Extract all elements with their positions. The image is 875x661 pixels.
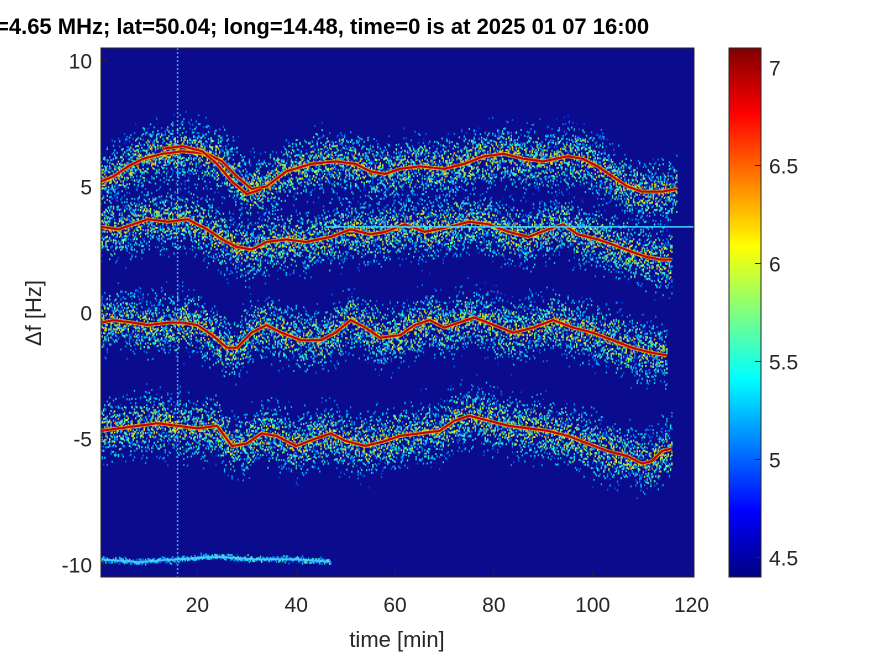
colorbar-tick-label: 4.5 [769,547,798,570]
x-tick-label: 120 [674,594,709,617]
y-tick-label: -10 [62,554,92,577]
y-tick-label: 10 [69,51,92,74]
x-tick-label: 60 [383,594,406,617]
x-axis-label: time [min] [349,627,444,652]
colorbar [729,48,761,577]
x-tick-label: 40 [285,594,308,617]
x-tick-label: 80 [482,594,505,617]
chart-title: =4.65 MHz; lat=50.04; long=14.48, time=0… [0,14,649,40]
colorbar-tick-label: 6.5 [769,156,798,179]
y-axis-label: Δf [Hz] [21,280,46,346]
x-tick-label: 20 [186,594,209,617]
y-tick-label: 5 [80,177,92,200]
colorbar-tick-label: 7 [769,58,781,81]
colorbar-tick-label: 6 [769,254,781,277]
y-tick-label: 0 [80,303,92,326]
y-tick-label: -5 [73,428,92,451]
chart-title-box: =4.65 MHz; lat=50.04; long=14.48, time=0… [0,14,875,44]
x-axis: 20 40 60 80 100 120 [186,571,709,617]
y-axis: 10 5 0 -5 -10 [62,51,107,578]
colorbar-tick-label: 5.5 [769,351,798,374]
x-tick-label: 100 [575,594,610,617]
colorbar-tick-label: 5 [769,449,781,472]
